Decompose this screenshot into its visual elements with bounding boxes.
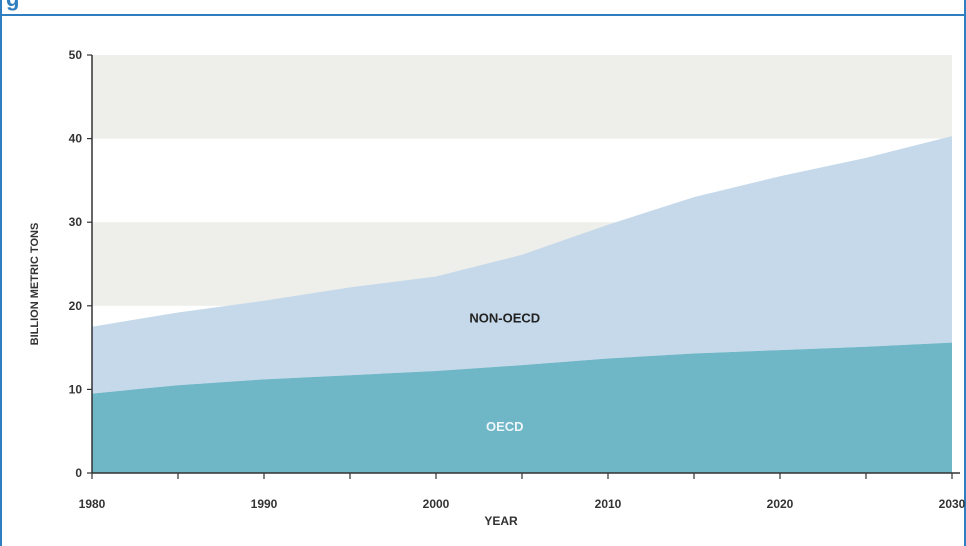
area-non-oecd bbox=[92, 136, 952, 394]
y-tick-label: 50 bbox=[69, 48, 83, 62]
x-tick-label: 1980 bbox=[79, 497, 106, 511]
chart-areas bbox=[92, 136, 952, 473]
chart-labels: YEAR BILLION METRIC TONS NON-OECD OECD bbox=[29, 223, 540, 528]
y-tick-label: 10 bbox=[69, 382, 83, 396]
x-tick-label: 1990 bbox=[251, 497, 278, 511]
x-tick-label: 2000 bbox=[423, 497, 450, 511]
series-label-oecd: OECD bbox=[486, 419, 524, 434]
x-tick-label: 2030 bbox=[939, 497, 966, 511]
figure-top-rule bbox=[2, 14, 966, 16]
area-oecd bbox=[92, 342, 952, 473]
y-axis-title: BILLION METRIC TONS bbox=[29, 223, 41, 346]
y-tick-label: 0 bbox=[75, 466, 82, 480]
chart-band-1 bbox=[92, 55, 952, 139]
y-tick-label: 20 bbox=[69, 299, 83, 313]
chart-axes bbox=[91, 55, 960, 474]
x-axis-title: YEAR bbox=[484, 514, 518, 528]
y-tick-label: 40 bbox=[69, 132, 83, 146]
x-tick-label: 2010 bbox=[595, 497, 622, 511]
series-label-non-oecd: NON-OECD bbox=[469, 311, 540, 326]
figure-title-fragment: g bbox=[6, 0, 19, 10]
x-tick-label: 2020 bbox=[767, 497, 794, 511]
y-tick-label: 30 bbox=[69, 215, 83, 229]
